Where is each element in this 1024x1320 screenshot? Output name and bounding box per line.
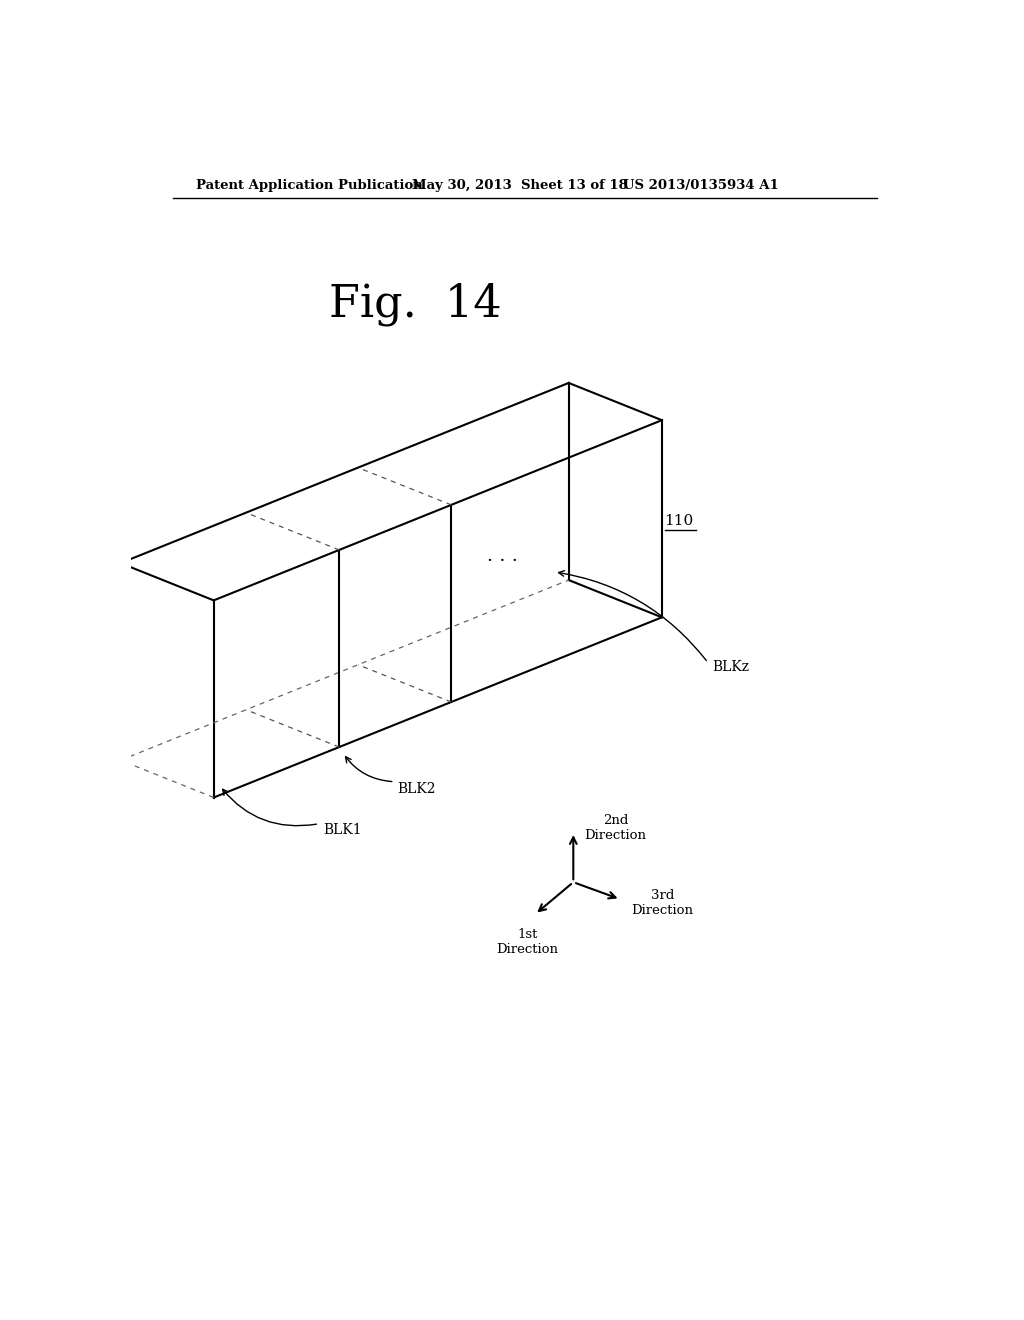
Text: 1st
Direction: 1st Direction (497, 928, 558, 956)
Text: BLK1: BLK1 (323, 822, 361, 837)
Text: 3rd
Direction: 3rd Direction (632, 890, 693, 917)
Text: Patent Application Publication: Patent Application Publication (196, 178, 423, 191)
Text: US 2013/0135934 A1: US 2013/0135934 A1 (624, 178, 779, 191)
Text: BLKz: BLKz (712, 660, 749, 673)
Text: May 30, 2013  Sheet 13 of 18: May 30, 2013 Sheet 13 of 18 (412, 178, 628, 191)
Text: BLK2: BLK2 (397, 783, 435, 796)
Text: · · ·: · · · (487, 552, 518, 570)
Text: 110: 110 (665, 513, 693, 528)
Text: Fig.  14: Fig. 14 (329, 282, 502, 326)
Text: 2nd
Direction: 2nd Direction (585, 814, 647, 842)
